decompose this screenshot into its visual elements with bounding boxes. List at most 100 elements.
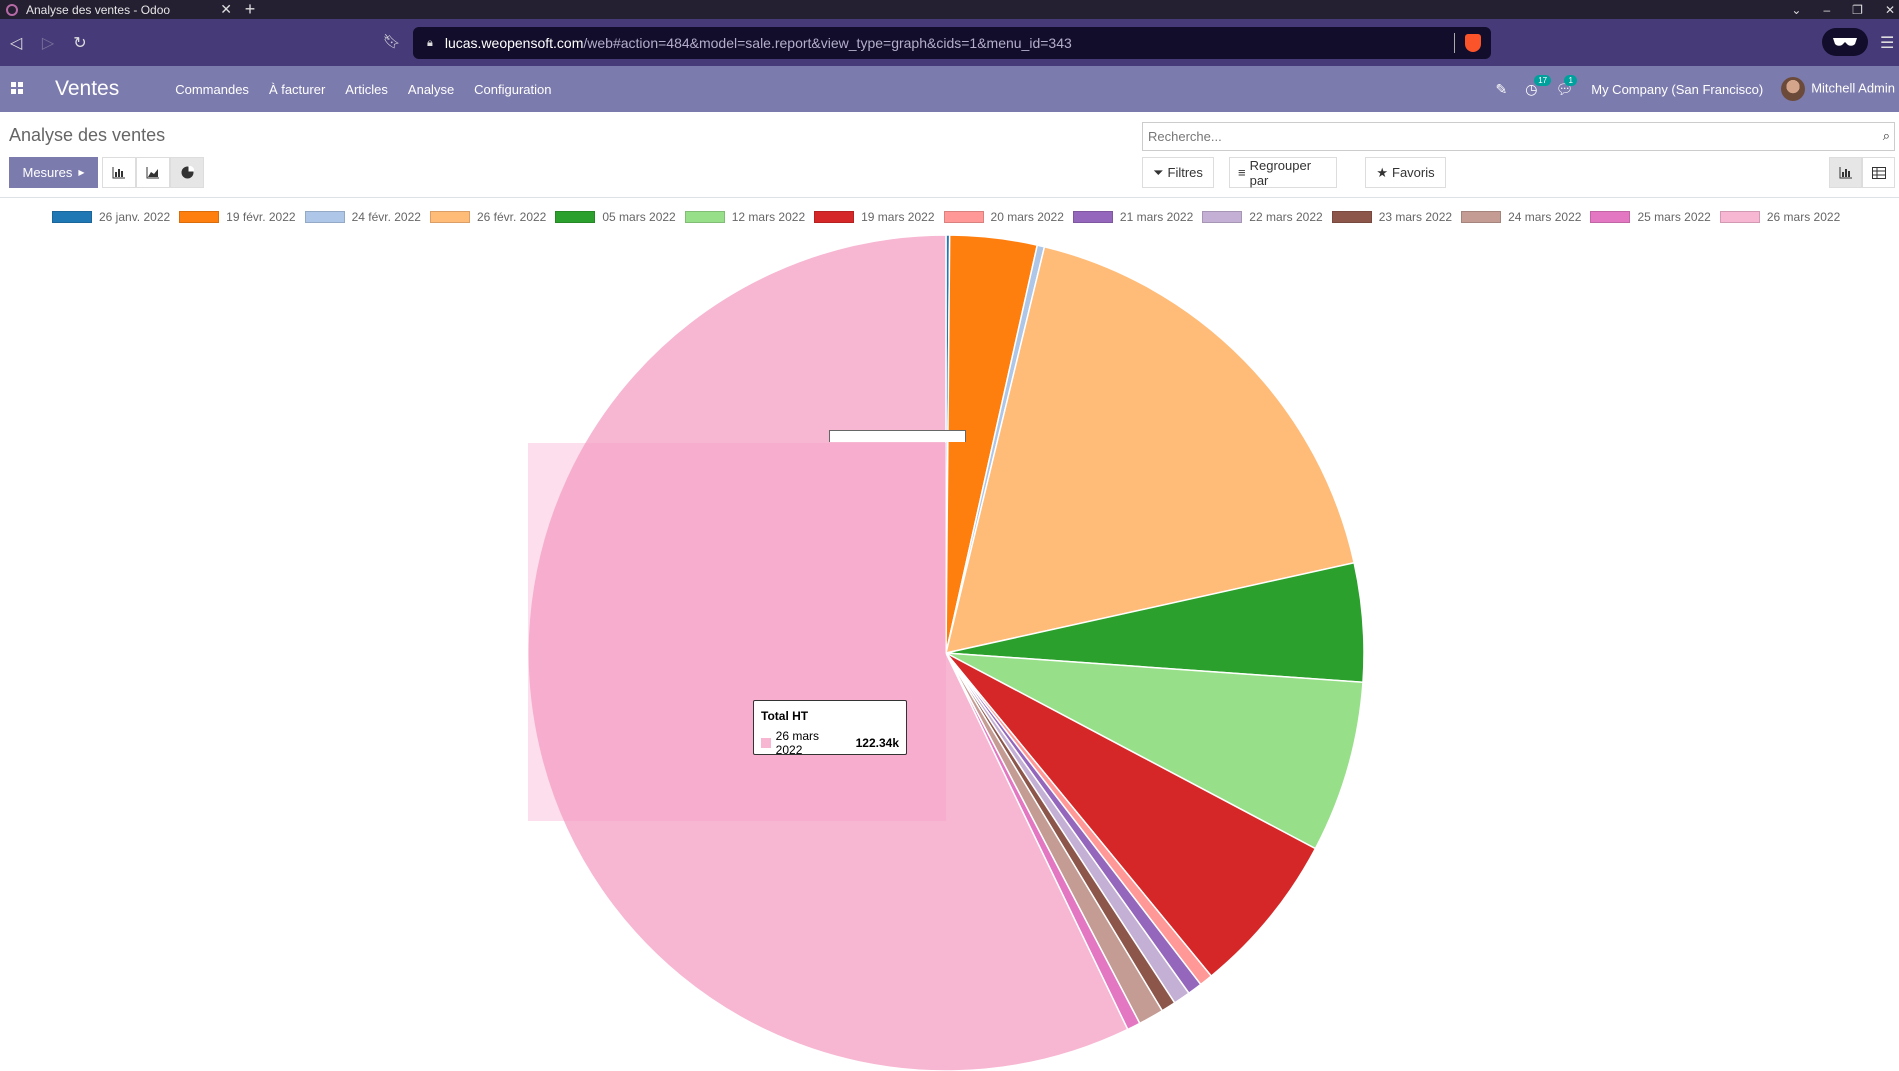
messages-icon[interactable]: 💬︎ 1	[1555, 74, 1577, 98]
menu-articles[interactable]: Articles	[345, 81, 388, 97]
legend-swatch	[179, 211, 220, 223]
url-separator	[1454, 33, 1455, 53]
legend-label: 24 mars 2022	[1508, 210, 1582, 224]
back-icon[interactable]: ◁	[9, 34, 23, 52]
measures-button[interactable]: Mesures ▶	[9, 157, 98, 188]
bar-chart-icon	[112, 166, 125, 178]
activity-clock-icon[interactable]: ◷ 17	[1525, 74, 1552, 98]
pie-chart-mode-button[interactable]	[170, 157, 204, 188]
close-tab-icon[interactable]: ✕	[220, 1, 232, 17]
legend-swatch	[1590, 211, 1631, 223]
menu-a-facturer[interactable]: À facturer	[268, 81, 326, 97]
breadcrumb: Analyse des ventes	[9, 125, 166, 145]
legend-item[interactable]: 19 mars 2022	[814, 210, 935, 224]
favorites-button[interactable]: ★ Favoris	[1365, 157, 1446, 188]
bookmark-icon[interactable]: 🔖︎	[383, 33, 401, 49]
search-placeholder: Recherche...	[1148, 129, 1222, 144]
user-menu[interactable]: Mitchell Admin	[1781, 77, 1895, 101]
bar-chart-mode-button[interactable]	[102, 157, 136, 188]
legend-label: 19 mars 2022	[861, 210, 935, 224]
menu-configuration[interactable]: Configuration	[474, 81, 552, 97]
legend-swatch	[555, 211, 596, 223]
filters-label: Filtres	[1167, 165, 1203, 180]
brave-shield-icon[interactable]	[1465, 34, 1481, 52]
avatar	[1781, 77, 1806, 101]
pivot-view-button[interactable]	[1862, 157, 1895, 188]
table-icon	[1871, 166, 1886, 179]
pie-slice[interactable]	[945, 652, 1364, 850]
legend-item[interactable]: 26 févr. 2022	[429, 210, 546, 224]
legend-item[interactable]: 24 mars 2022	[1461, 210, 1581, 224]
legend-item[interactable]: 23 mars 2022	[1331, 210, 1453, 224]
legend-label: 19 févr. 2022	[226, 210, 296, 224]
legend-item[interactable]: 26 mars 2022	[1719, 210, 1840, 224]
new-tab-icon[interactable]: +	[244, 0, 256, 19]
filters-button[interactable]: ⏷ Filtres	[1142, 157, 1214, 188]
browser-menu-icon[interactable]: ☰	[1880, 35, 1895, 52]
legend-item[interactable]: 20 mars 2022	[943, 210, 1064, 224]
legend-label: 23 mars 2022	[1378, 210, 1453, 224]
pie-slice[interactable]	[527, 234, 1129, 1071]
legend-swatch	[684, 211, 725, 223]
legend-swatch	[1202, 211, 1243, 223]
legend-item[interactable]: 26 janv. 2022	[52, 210, 170, 224]
list-icon: ≡	[1238, 165, 1246, 180]
browser-tab[interactable]: Analyse des ventes - Odoo ✕	[0, 0, 240, 19]
minimize-icon[interactable]: –	[1823, 2, 1831, 17]
tab-list-chevron-icon[interactable]: ⌄	[1791, 2, 1802, 17]
control-panel: Analyse des ventes Recherche... ⌕ Mesure…	[0, 112, 1899, 198]
measures-label: Mesures	[22, 165, 73, 180]
chart-tooltip: Total HT 26 mars 2022 122.34k	[753, 700, 907, 757]
legend-swatch	[814, 211, 855, 223]
menu-commandes[interactable]: Commandes	[175, 81, 249, 97]
tooltip-swatch	[761, 738, 771, 748]
app-name[interactable]: Ventes	[55, 77, 120, 100]
legend-swatch	[1072, 211, 1113, 223]
pie-slice[interactable]	[944, 245, 1356, 654]
legend-item[interactable]: 22 mars 2022	[1202, 210, 1323, 224]
search-icon[interactable]: ⌕	[1882, 128, 1890, 143]
menu-analyse[interactable]: Analyse	[407, 81, 455, 97]
forward-icon[interactable]: ▷	[41, 34, 55, 52]
graph-mode-switcher	[102, 157, 204, 188]
graph-view-button[interactable]	[1829, 157, 1862, 188]
browser-tab-title: Analyse des ventes - Odoo	[26, 2, 171, 17]
address-bar[interactable]: 🔒︎ lucas.weopensoft.com /web#action=484&…	[413, 27, 1491, 59]
maximize-icon[interactable]: ❐	[1852, 2, 1863, 17]
legend-item[interactable]: 24 févr. 2022	[304, 210, 421, 224]
reload-icon[interactable]: ↻	[73, 34, 87, 52]
group-by-button[interactable]: ≡ Regrouper par	[1229, 157, 1337, 188]
legend-swatch	[1461, 211, 1502, 223]
legend-label: 25 mars 2022	[1637, 210, 1711, 224]
graph-view-icon	[1839, 166, 1852, 178]
hover-highlight	[528, 443, 946, 821]
area-chart-icon	[146, 166, 159, 178]
tooltip-label: 26 mars 2022	[775, 729, 820, 757]
legend-item[interactable]: 05 mars 2022	[555, 210, 676, 224]
group-by-label: Regrouper par	[1249, 157, 1312, 188]
odoo-favicon-icon	[6, 3, 18, 16]
edit-note-icon[interactable]: ✎	[1495, 80, 1508, 97]
search-input[interactable]: Recherche... ⌕	[1142, 122, 1895, 151]
activity-badge: 17	[1534, 74, 1552, 86]
legend-item[interactable]: 25 mars 2022	[1590, 210, 1711, 224]
legend-item[interactable]: 21 mars 2022	[1072, 210, 1193, 224]
legend-item[interactable]: 12 mars 2022	[684, 210, 805, 224]
line-chart-mode-button[interactable]	[136, 157, 170, 188]
browser-tab-strip: Analyse des ventes - Odoo ✕ + ⌄ – ❐ ✕	[0, 0, 1899, 19]
browser-toolbar: ◁ ▷ ↻ 🔖︎ 🔒︎ lucas.weopensoft.com /web#ac…	[0, 19, 1899, 66]
legend-label: 05 mars 2022	[602, 210, 676, 224]
caret-right-icon: ▶	[78, 168, 85, 177]
company-switcher[interactable]: My Company (San Francisco)	[1591, 81, 1764, 97]
messages-badge: 1	[1564, 74, 1577, 86]
apps-menu-icon[interactable]	[1, 81, 33, 97]
close-window-icon[interactable]: ✕	[1884, 2, 1895, 17]
pie-slice[interactable]	[945, 652, 1317, 978]
private-glasses-icon[interactable]	[1822, 28, 1868, 56]
legend-label: 20 mars 2022	[990, 210, 1064, 224]
window-controls: ⌄ – ❐ ✕	[1791, 0, 1895, 19]
lock-icon: 🔒︎	[427, 36, 433, 49]
legend-swatch	[429, 211, 470, 223]
tooltip-remnant	[829, 430, 966, 442]
legend-item[interactable]: 19 févr. 2022	[179, 210, 296, 224]
